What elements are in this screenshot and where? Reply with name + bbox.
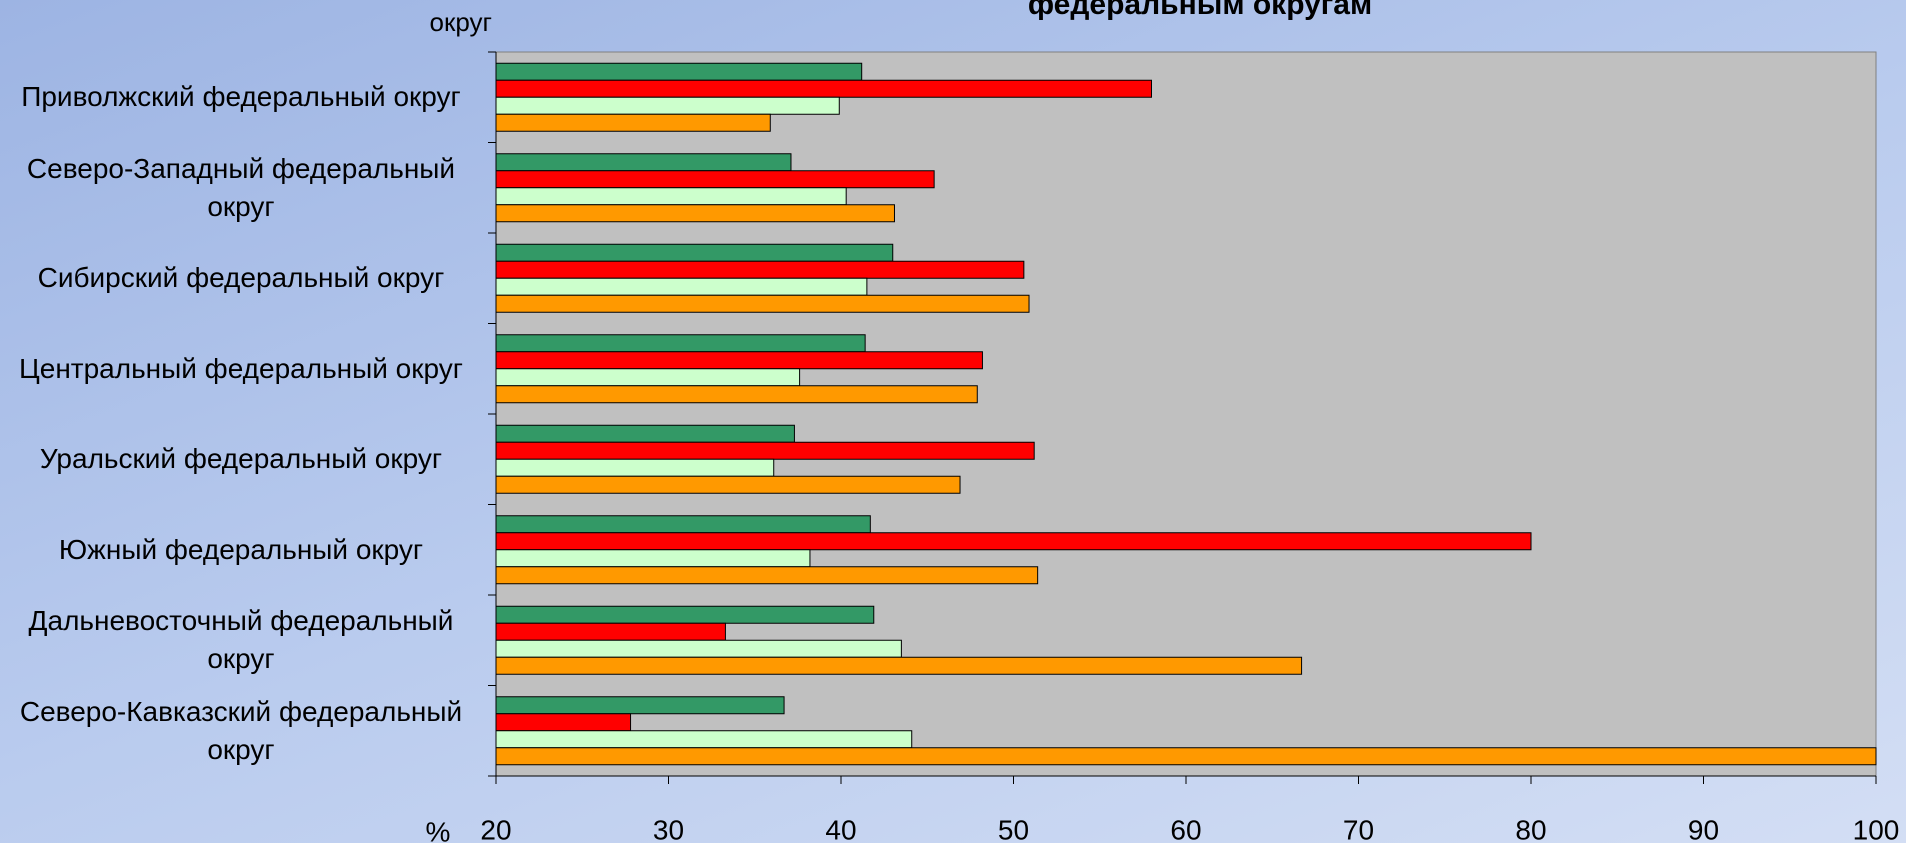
bar (495, 368, 801, 387)
chart-title: федеральным округам (1028, 0, 1372, 21)
bar (495, 294, 1030, 313)
bar (495, 515, 871, 534)
bar (495, 260, 1025, 279)
bar (495, 424, 795, 443)
y-tick-label: Центральный федеральный округ (19, 352, 463, 384)
bar (495, 730, 913, 749)
bar (495, 639, 902, 658)
bar (495, 458, 775, 477)
x-tick-label: 30 (653, 814, 684, 843)
bar (495, 79, 1152, 98)
y-tick-label: Южный федеральный округ (58, 533, 424, 565)
x-tick-label: 50 (998, 814, 1029, 843)
bar (495, 153, 792, 172)
x-tick-label: 100 (1853, 814, 1900, 843)
y-tick-label: Дальневосточный федеральный округ (28, 605, 454, 675)
y-axis-label: округ (430, 7, 493, 37)
bar (495, 385, 978, 404)
y-tick-label: Северо-Западный федеральный округ (26, 152, 456, 222)
y-tick-label: Северо-Кавказский федеральный округ (19, 695, 463, 765)
x-tick-label: 90 (1688, 814, 1719, 843)
x-tick-label: 70 (1343, 814, 1374, 843)
bar (495, 747, 1877, 766)
bar (495, 113, 771, 132)
bar (495, 62, 863, 81)
y-tick-label: Сибирский федеральный округ (37, 262, 445, 294)
bar (495, 713, 632, 732)
x-tick-label: 40 (825, 814, 856, 843)
x-axis-label: % (426, 816, 451, 843)
bar (495, 656, 1303, 675)
bar (495, 475, 961, 494)
bar (495, 243, 894, 262)
bar (495, 696, 785, 715)
bar (495, 170, 935, 189)
bar (495, 204, 895, 223)
x-tick-label: 80 (1515, 814, 1546, 843)
y-tick-label: Уральский федеральный округ (39, 443, 443, 475)
bar (495, 96, 840, 115)
bar (495, 351, 983, 370)
y-tick-label: Приволжский федеральный округ (21, 81, 461, 113)
bar (495, 605, 875, 624)
x-tick-label: 60 (1170, 814, 1201, 843)
x-tick-label: 20 (480, 814, 511, 843)
bar (495, 566, 1039, 585)
bar (495, 549, 811, 568)
bar (495, 334, 866, 353)
bar (495, 622, 726, 641)
bar (495, 277, 868, 296)
bar (495, 441, 1035, 460)
bar (495, 187, 847, 206)
bar (495, 532, 1532, 551)
